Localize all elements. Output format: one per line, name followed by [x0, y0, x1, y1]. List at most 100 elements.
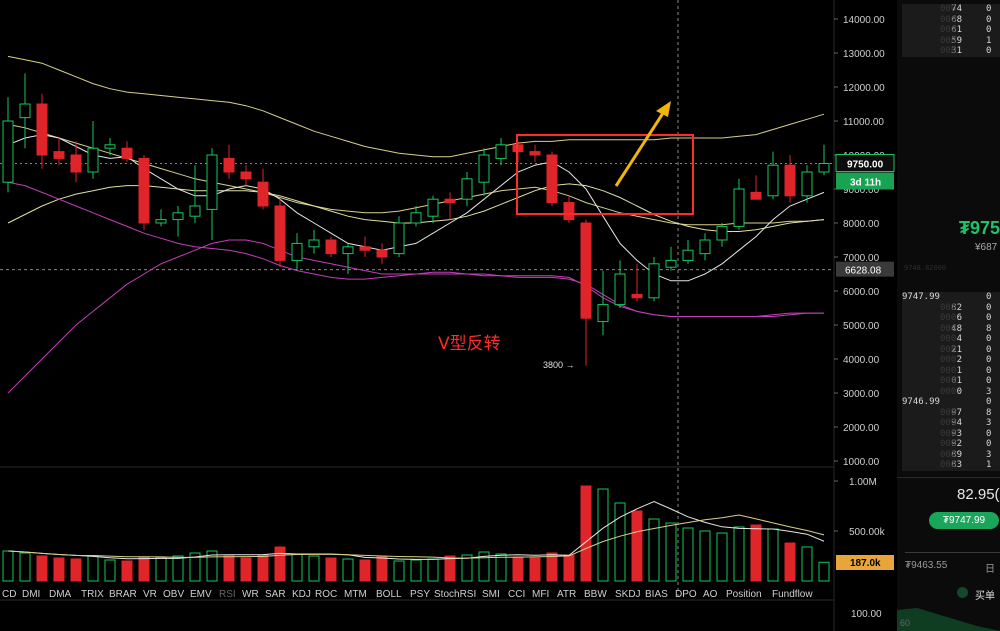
trend-arrow-shaft	[614, 109, 667, 187]
indicator-tab-stochrsi[interactable]: StochRSI	[434, 589, 476, 600]
volume-ma-slow	[7, 514, 825, 559]
bid-row[interactable]: 0 000 3	[902, 387, 1000, 398]
volume-bar	[359, 559, 371, 582]
bid-row[interactable]: 97 000 8	[902, 408, 1000, 419]
bid-price-header[interactable]: 9746.99 0	[902, 397, 1000, 408]
indicator-tab-vr[interactable]: VR	[143, 589, 157, 600]
price-pill[interactable]: ₮9747.99	[929, 512, 999, 529]
bid-fill: 000	[940, 460, 957, 470]
indicator-tab-psy[interactable]: PSY	[410, 589, 430, 600]
buy-order-label[interactable]: 买单	[975, 591, 995, 602]
volume-tick-label: 1.00M	[849, 477, 877, 488]
indicator-tab-kdj[interactable]: KDJ	[292, 589, 311, 600]
indicator-tab-trix[interactable]: TRIX	[81, 589, 104, 600]
indicator-tab-skdj[interactable]: SKDJ	[615, 589, 641, 600]
indicator-tab-smi[interactable]: SMI	[482, 589, 500, 600]
bid-row[interactable]: 83 000 1	[902, 460, 1000, 471]
bid-row[interactable]: 82 000 0	[902, 303, 1000, 314]
volume-bar	[274, 546, 286, 582]
faded-level	[902, 167, 1000, 174]
day-label[interactable]: 日	[985, 564, 995, 575]
indicator-tab-cd[interactable]: CD	[2, 589, 16, 600]
candle-body	[648, 263, 660, 299]
indicator-tab-boll[interactable]: BOLL	[376, 589, 402, 600]
bid-price-header[interactable]: 9747.99 0	[902, 292, 1000, 303]
ask-row[interactable]: 31 000 0	[902, 46, 1000, 57]
bid-count: 0	[986, 302, 992, 313]
bid-row[interactable]: 6 000 0	[902, 313, 1000, 324]
bid-row[interactable]: 01 000 0	[902, 376, 1000, 387]
indicator-tab-brar[interactable]: BRAR	[109, 589, 137, 600]
ask-qty: 68	[951, 14, 962, 25]
volume-bar	[172, 555, 184, 582]
volume-bar	[393, 560, 405, 582]
indicator-tab-cci[interactable]: CCI	[508, 589, 525, 600]
bid-count: 8	[986, 323, 992, 334]
candle-body	[274, 205, 286, 261]
ghost-price: 9748.82000	[904, 264, 947, 272]
volume-bar	[53, 557, 65, 582]
indicator-tab-mfi[interactable]: MFI	[532, 589, 549, 600]
indicator-tab-position[interactable]: Position	[726, 589, 762, 600]
faded-level	[902, 146, 1000, 153]
volume-bar	[19, 552, 31, 582]
price-tick-label: 5000.00	[843, 321, 880, 332]
volume-bar	[699, 530, 711, 582]
ask-row[interactable]: 74 000 0	[902, 4, 1000, 15]
indicator-tab-roc[interactable]: ROC	[315, 589, 337, 600]
candle-body	[138, 157, 150, 224]
buy-radio-icon[interactable]	[957, 587, 968, 598]
candle-body	[427, 198, 439, 217]
ask-qty: 61	[951, 25, 962, 35]
ask-row[interactable]: 68 000 0	[902, 15, 1000, 26]
volume-bar	[818, 561, 830, 582]
ask-row[interactable]: 59 000 1	[902, 36, 1000, 47]
ask-count: 0	[986, 4, 992, 14]
faded-level	[902, 125, 1000, 132]
indicator-tab-wr[interactable]: WR	[242, 589, 259, 600]
volume-tick-label: 500.00k	[849, 527, 886, 538]
indicator-tab-fundflow[interactable]: Fundflow	[772, 589, 813, 600]
candle-body	[2, 120, 14, 183]
candle-body	[342, 246, 354, 255]
price-tick-label: 11000.00	[843, 117, 884, 128]
volume-bar	[87, 555, 99, 582]
indicator-tab-ao[interactable]: AO	[703, 589, 718, 600]
bid-row[interactable]: 48 000 8	[902, 324, 1000, 335]
indicator-tab-sar[interactable]: SAR	[265, 589, 286, 600]
order-book-faded-levels	[902, 62, 1000, 202]
faded-level	[902, 188, 1000, 195]
bid-row[interactable]: 93 000 0	[902, 429, 1000, 440]
indicator-tab-obv[interactable]: OBV	[163, 589, 184, 600]
bid-row[interactable]: 92 000 0	[902, 439, 1000, 450]
bid-row[interactable]: 1 000 0	[902, 366, 1000, 377]
indicator-tab-atr[interactable]: ATR	[557, 589, 576, 600]
price-tick-label: 8000.00	[843, 219, 880, 230]
indicator-tab-emv[interactable]: EMV	[190, 589, 212, 600]
indicator-tab-dpo[interactable]: DPO	[675, 589, 697, 600]
order-book-panel: 74 000 0 68 000 0 61 000 0 59 000 1 31 000 0 ₮975 ¥687…	[897, 0, 1000, 631]
bid-row[interactable]: 21 000 0	[902, 345, 1000, 356]
bid-fill: 000	[940, 355, 957, 365]
price-tick-label: 4000.00	[843, 355, 880, 366]
volume-ma-fast	[7, 501, 825, 560]
current-price-box	[835, 154, 895, 172]
faded-level	[902, 160, 1000, 167]
candle-body	[614, 273, 626, 306]
bid-row[interactable]: 4 000 0	[902, 334, 1000, 345]
ask-row[interactable]: 61 000 0	[902, 25, 1000, 36]
indicator-tab-dmi[interactable]: DMI	[22, 589, 40, 600]
candle-body	[393, 222, 405, 255]
trend-arrow-head	[656, 101, 671, 117]
indicator-tab-bias[interactable]: BIAS	[645, 589, 668, 600]
bid-row[interactable]: 2 000 0	[902, 355, 1000, 366]
indicator-tab-bbw[interactable]: BBW	[584, 589, 607, 600]
ask-list: 74 000 0 68 000 0 61 000 0 59 000 1 31 000 0	[902, 4, 1000, 57]
indicator-tab-mtm[interactable]: MTM	[344, 589, 367, 600]
bid-row[interactable]: 89 000 3	[902, 450, 1000, 461]
indicator-tab-rsi[interactable]: RSI	[219, 589, 236, 600]
bid-price: 9747.99	[902, 292, 940, 302]
indicator-tab-dma[interactable]: DMA	[49, 589, 72, 600]
price-tick-label: 9000.00	[843, 185, 880, 196]
bid-row[interactable]: 94 000 3	[902, 418, 1000, 429]
